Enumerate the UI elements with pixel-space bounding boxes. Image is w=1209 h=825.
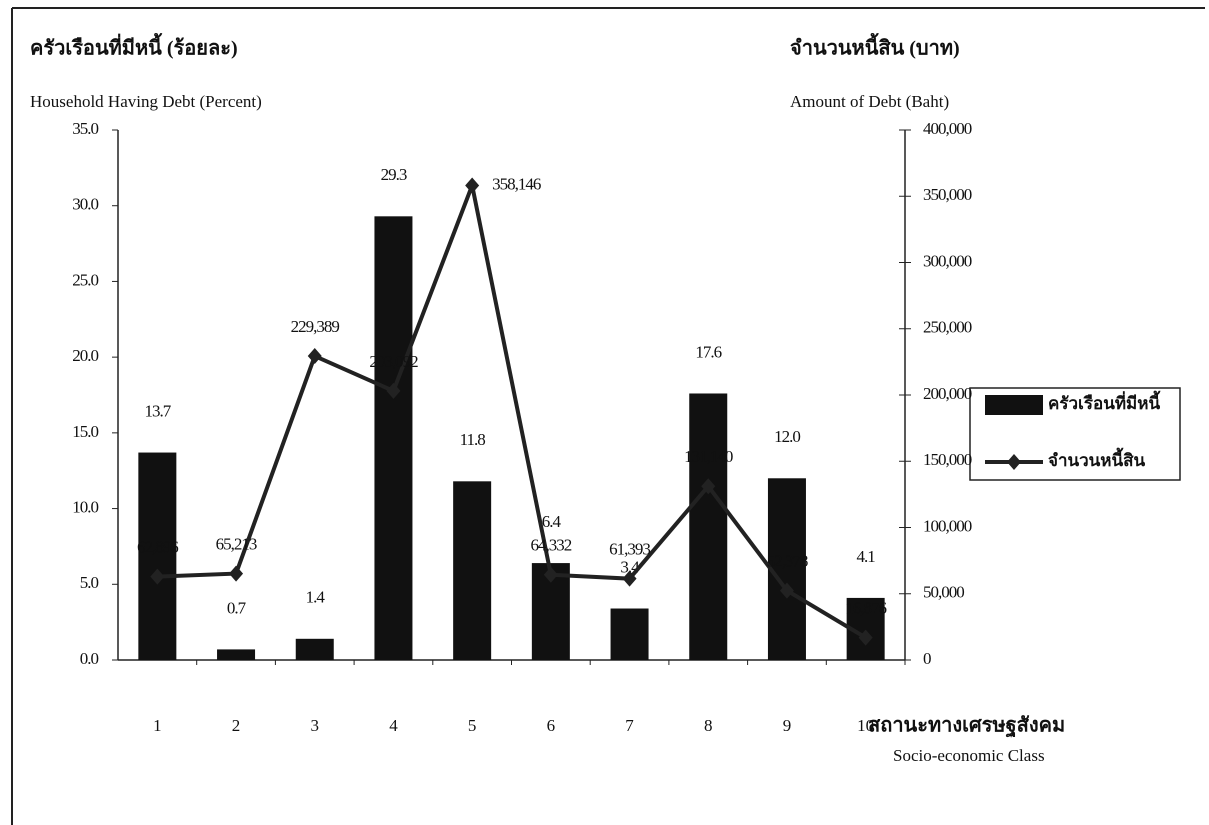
x-tick-label: 4 xyxy=(389,716,398,735)
y-tick-label: 15.0 xyxy=(72,422,98,441)
y2-tick-label: 400,000 xyxy=(923,119,972,138)
y-tick-label: 25.0 xyxy=(72,270,98,289)
x-tick-label: 8 xyxy=(704,716,713,735)
legend-label: จำนวนหนี้สิน xyxy=(1048,447,1145,470)
line-value-label: 229,389 xyxy=(291,317,340,336)
line-value-label: 358,146 xyxy=(492,174,541,193)
y2-tick-label: 100,000 xyxy=(923,516,972,535)
x-tick-label: 3 xyxy=(311,716,320,735)
x-axis-label-th: สถานะทางเศรษฐสังคม xyxy=(868,715,1065,739)
line-value-label: 65,213 xyxy=(216,534,257,553)
bar-value-label: 11.8 xyxy=(460,430,486,449)
bar xyxy=(374,216,413,661)
x-tick-label: 5 xyxy=(468,716,477,735)
y2-tick-label: 200,000 xyxy=(923,384,972,403)
line-value-label: 64,332 xyxy=(530,536,571,555)
y2-tick-label: 0 xyxy=(923,649,931,668)
bar-value-label: 0.7 xyxy=(227,598,247,617)
x-tick-label: 9 xyxy=(783,716,792,735)
line-value-label: 52,378 xyxy=(767,552,808,571)
line-marker xyxy=(307,348,322,365)
x-tick-label: 1 xyxy=(153,716,162,735)
y2-tick-label: 350,000 xyxy=(923,185,972,204)
y2-tick-label: 50,000 xyxy=(923,583,964,602)
y-tick-label: 5.0 xyxy=(80,573,99,592)
y-axis-label: Household Having Debt (Percent) xyxy=(30,92,262,111)
y-tick-label: 20.0 xyxy=(72,346,98,365)
line-marker xyxy=(622,570,637,587)
line-marker xyxy=(779,582,794,599)
left-title: ครัวเรือนที่มีหนี้ (ร้อยละ) xyxy=(30,33,238,60)
line-value-label: 16,876 xyxy=(845,599,886,618)
bar xyxy=(767,478,806,660)
line-marker xyxy=(150,568,165,585)
x-tick-label: 2 xyxy=(232,716,241,735)
legend-swatch xyxy=(985,395,1043,415)
bar xyxy=(689,393,728,660)
y-tick-label: 10.0 xyxy=(72,497,98,516)
bar-value-label: 4.1 xyxy=(857,547,876,566)
y2-tick-label: 250,000 xyxy=(923,318,972,337)
bar xyxy=(138,452,177,660)
line-marker xyxy=(465,177,480,194)
line-value-label: 61,393 xyxy=(609,540,650,559)
bar xyxy=(295,638,334,660)
bar xyxy=(610,608,649,660)
legend-label: ครัวเรือนที่มีหนี้ xyxy=(1048,390,1160,413)
line-marker xyxy=(386,382,401,399)
line xyxy=(157,178,867,640)
bar xyxy=(453,481,492,660)
y2-tick-label: 150,000 xyxy=(923,450,972,469)
bar xyxy=(217,649,256,660)
bar-value-label: 6.4 xyxy=(542,512,562,531)
y-tick-label: 35.0 xyxy=(72,119,98,138)
x-tick-label: 10 xyxy=(857,716,874,735)
y-tick-label: 0.0 xyxy=(80,649,99,668)
x-tick-label: 6 xyxy=(547,716,556,735)
bar-value-label: 12.0 xyxy=(774,427,800,446)
line-marker xyxy=(543,566,558,583)
line-value-label: 62,896 xyxy=(137,538,178,557)
x-tick-label: 7 xyxy=(625,716,634,735)
bar-value-label: 17.6 xyxy=(695,342,721,361)
bar-value-label: 1.4 xyxy=(306,588,326,607)
line-value-label: 203,092 xyxy=(369,352,418,371)
legend-marker xyxy=(1007,454,1021,470)
line-value-label: 131,140 xyxy=(684,447,733,466)
line-marker xyxy=(229,565,244,582)
line-marker xyxy=(858,629,873,646)
line-marker xyxy=(701,478,716,495)
right-title: จำนวนหนี้สิน (บาท) xyxy=(790,33,960,60)
y2-axis-label: Amount of Debt (Baht) xyxy=(790,92,949,111)
bar-value-label: 29.3 xyxy=(381,165,407,184)
bar-value-label: 13.7 xyxy=(144,401,171,420)
y2-tick-label: 300,000 xyxy=(923,251,972,270)
x-axis-label: Socio-economic Class xyxy=(893,746,1045,765)
y-tick-label: 30.0 xyxy=(72,195,98,214)
